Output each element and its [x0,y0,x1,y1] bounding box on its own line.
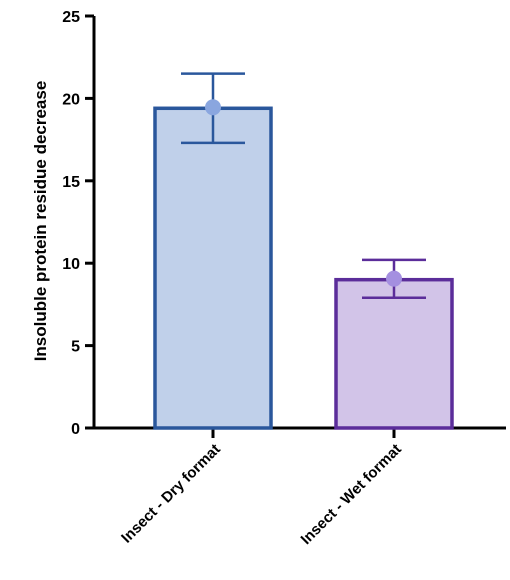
data-points [205,99,402,287]
y-tick-label: 25 [62,9,80,26]
y-axis-title: Insoluble protein residue decrease [31,81,50,362]
y-tick-label: 15 [62,174,80,191]
x-tick-label: Insect - Dry format [118,441,224,547]
y-tick-label: 20 [62,91,80,108]
x-axis-labels: Insect - Dry format Insect - Wet format [118,441,405,548]
bars [153,106,454,430]
bar [334,277,454,430]
y-tick-label: 5 [71,339,80,356]
error-bars [181,72,426,300]
data-point [386,270,402,287]
bar [153,106,273,430]
x-tick-label: Insect - Wet format [298,441,405,548]
data-point [205,99,221,116]
y-tick-label: 0 [71,421,80,438]
y-tick-label: 10 [62,256,80,273]
